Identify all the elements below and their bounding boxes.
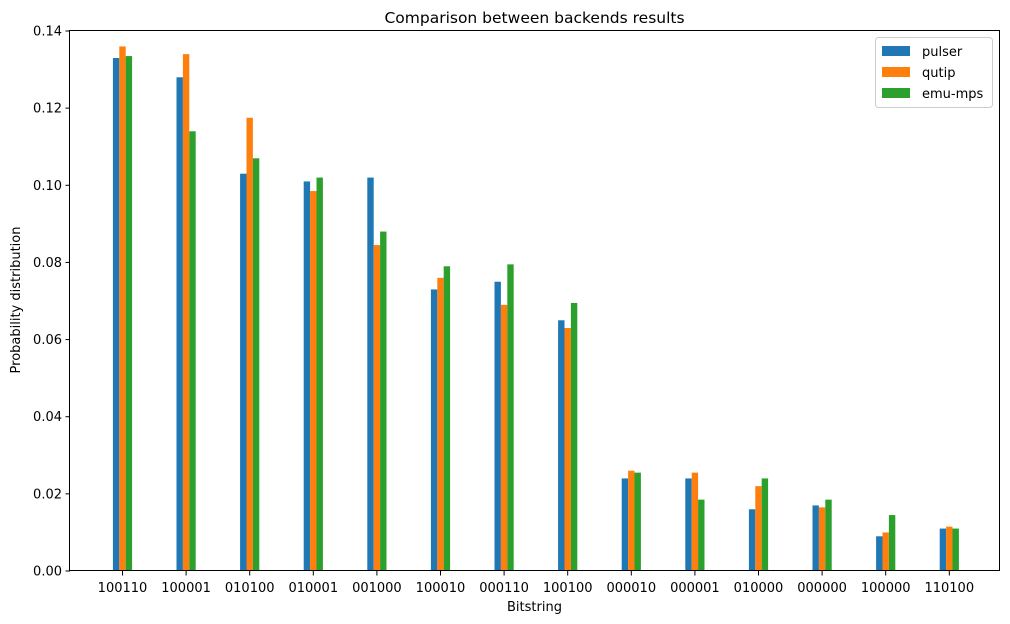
x-tick-label: 100100 <box>543 581 593 596</box>
x-axis-label: Bitstring <box>507 600 562 615</box>
bar-emu-mps-001000 <box>380 231 387 571</box>
y-axis-ticks: 0.00 0.02 0.04 0.06 0.08 0.10 0.12 0.14 <box>33 25 70 580</box>
bar-emu-mps-100000 <box>888 515 896 571</box>
bar-emu-mps-010000 <box>761 478 769 571</box>
x-tick-label: 100001 <box>161 581 211 596</box>
bar-qutip-100010 <box>437 277 444 571</box>
x-tick-label: 010100 <box>225 581 275 596</box>
bar-emu-mps-010100 <box>252 158 260 572</box>
bar-qutip-001000 <box>373 245 381 571</box>
bar-qutip-010100 <box>246 117 253 571</box>
bar-pulser-000110 <box>494 281 501 571</box>
bar-qutip-100001 <box>182 54 190 571</box>
bar-qutip-010000 <box>755 486 762 571</box>
bar-pulser-010001 <box>303 181 311 571</box>
bar-qutip-100000 <box>882 532 889 571</box>
bar-qutip-000110 <box>500 304 508 571</box>
bar-qutip-000010 <box>628 470 635 571</box>
y-tick-label: 0.10 <box>33 179 62 194</box>
bars-group <box>112 46 959 572</box>
bar-emu-mps-000000 <box>825 499 832 571</box>
bar-pulser-100010 <box>430 289 438 571</box>
legend: pulser qutip emu-mps <box>875 37 993 108</box>
y-tick-label: 0.08 <box>33 256 62 271</box>
bar-qutip-010001 <box>310 191 317 571</box>
bar-emu-mps-000110 <box>507 264 514 571</box>
x-tick-label: 010001 <box>288 581 338 596</box>
bar-pulser-100100 <box>558 320 565 571</box>
bar-pulser-001000 <box>367 177 374 571</box>
legend-swatch-emu-mps <box>882 88 910 98</box>
legend-label-qutip: qutip <box>922 66 955 81</box>
bar-emu-mps-100110 <box>125 56 133 571</box>
bar-pulser-100001 <box>176 77 183 571</box>
bar-emu-mps-100100 <box>570 302 578 571</box>
legend-label-pulser: pulser <box>922 45 963 60</box>
y-tick-label: 0.06 <box>33 333 62 348</box>
x-tick-label: 001000 <box>352 581 402 596</box>
bar-pulser-100110 <box>112 58 120 571</box>
bar-emu-mps-100010 <box>443 266 451 571</box>
bar-pulser-000001 <box>685 478 692 571</box>
bar-emu-mps-110100 <box>952 528 959 571</box>
x-tick-label: 100110 <box>98 581 148 596</box>
x-tick-label: 000010 <box>606 581 656 596</box>
x-tick-label: 100000 <box>861 581 911 596</box>
x-tick-label: 000110 <box>479 581 529 596</box>
x-tick-label: 000000 <box>797 581 847 596</box>
bar-emu-mps-010001 <box>316 177 323 571</box>
chart-title: Comparison between backends results <box>384 9 684 27</box>
y-tick-label: 0.02 <box>33 487 62 502</box>
legend-label-emu-mps: emu-mps <box>922 87 984 102</box>
bar-emu-mps-100001 <box>189 131 196 572</box>
bar-qutip-110100 <box>946 526 953 571</box>
bar-pulser-000000 <box>812 505 819 571</box>
bar-pulser-010000 <box>748 509 756 571</box>
bar-qutip-000000 <box>818 507 826 571</box>
bar-emu-mps-000001 <box>698 499 705 571</box>
y-tick-label: 0.12 <box>33 102 62 117</box>
x-tick-label: 010000 <box>734 581 784 596</box>
plot-frame <box>69 30 1000 571</box>
y-tick-label: 0.04 <box>33 410 62 425</box>
bar-pulser-110100 <box>939 528 947 571</box>
x-axis-ticks: 100110 100001 010100 010001 001000 100010 0001… <box>98 571 974 596</box>
bar-qutip-100110 <box>119 46 126 572</box>
legend-swatch-qutip <box>882 67 910 77</box>
x-tick-label: 110100 <box>924 581 974 596</box>
y-axis-label: Probability distribution <box>9 227 24 374</box>
bar-pulser-000010 <box>621 478 629 571</box>
y-tick-label: 0.14 <box>33 25 62 40</box>
legend-swatch-pulser <box>882 46 910 56</box>
bar-qutip-100100 <box>564 328 571 571</box>
x-tick-label: 100010 <box>416 581 466 596</box>
y-tick-label: 0.00 <box>33 565 62 580</box>
bar-pulser-010100 <box>240 173 247 571</box>
bar-emu-mps-000010 <box>634 472 641 571</box>
bar-qutip-000001 <box>691 472 699 571</box>
x-tick-label: 000001 <box>670 581 720 596</box>
bar-pulser-100000 <box>876 536 883 571</box>
